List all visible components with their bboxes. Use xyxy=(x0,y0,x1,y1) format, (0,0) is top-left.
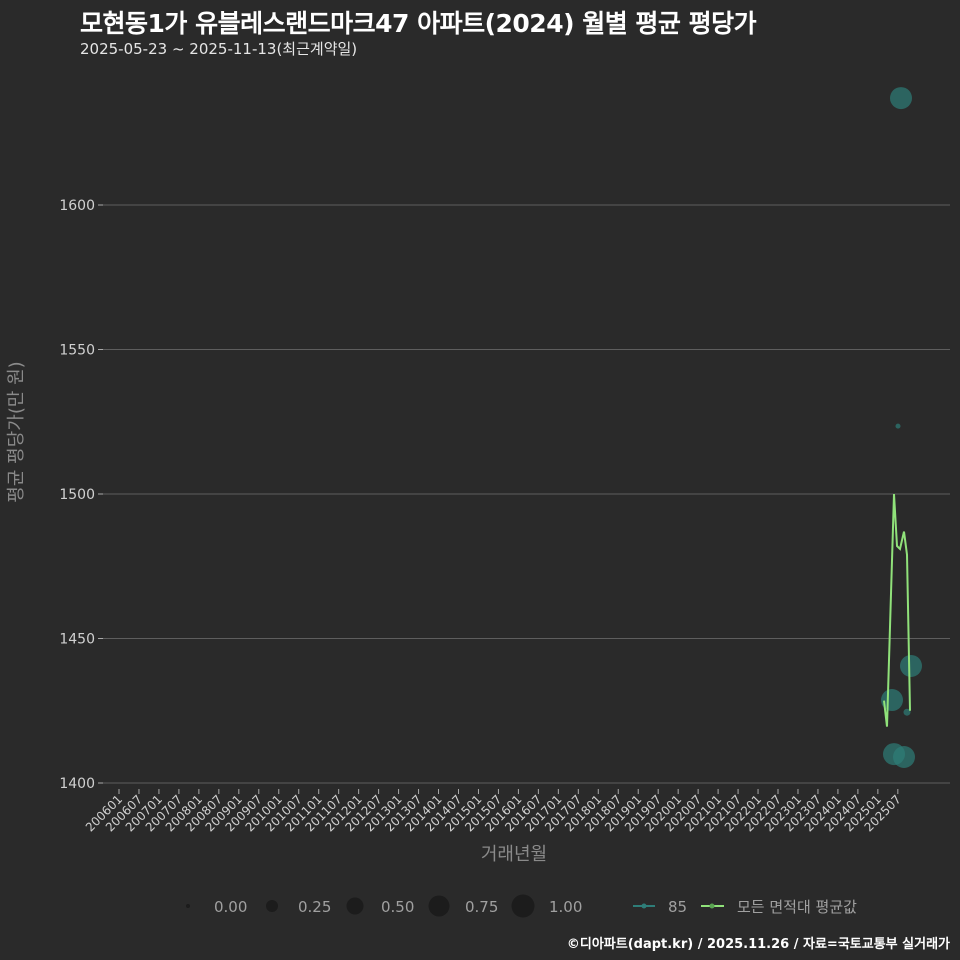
size-legend-label: 0.75 xyxy=(465,898,498,916)
size-legend-circle xyxy=(266,900,278,912)
chart-title: 모현동1가 유블레스랜드마크47 아파트(2024) 월별 평균 평당가 xyxy=(80,9,757,38)
bubble-point xyxy=(903,708,911,716)
bubble-point xyxy=(890,87,912,110)
bubble-point xyxy=(895,423,901,429)
legend-label-85: 85 xyxy=(668,898,687,916)
gridlines xyxy=(103,204,950,784)
size-legend-label: 0.00 xyxy=(214,898,247,916)
legend: 0.00 0.25 0.50 0.75 1.00 85 모든 면적대 평균값 xyxy=(186,894,857,918)
y-axis-label: 평균 평당가(만 원) xyxy=(6,361,27,502)
legend-label-average: 모든 면적대 평균값 xyxy=(737,898,857,916)
bubble-series-85 xyxy=(881,87,922,768)
x-axis-label: 거래년월 xyxy=(481,844,547,865)
size-legend-circle xyxy=(511,894,535,918)
size-legend-label: 0.50 xyxy=(381,898,414,916)
average-line xyxy=(883,493,911,727)
size-legend-circle xyxy=(428,895,450,917)
legend-key-average-dot xyxy=(709,903,715,909)
size-legend-circle xyxy=(346,897,364,915)
bubble-point xyxy=(881,689,903,712)
footer-credit: ©디아파트(dapt.kr) / 2025.11.26 / 자료=국토교통부 실… xyxy=(566,937,950,952)
size-legend-circle xyxy=(186,904,190,908)
chart-subtitle: 2025-05-23 ~ 2025-11-13(최근계약일) xyxy=(80,40,358,58)
y-tick-label: 1600 xyxy=(59,198,95,214)
legend-key-85-dot xyxy=(641,903,647,909)
bubble-point xyxy=(893,745,915,768)
bubble-point xyxy=(900,654,922,677)
y-axis: 1400 1450 1500 1550 1600 xyxy=(59,198,103,792)
line-series-average xyxy=(883,493,911,727)
y-tick-label: 1400 xyxy=(59,776,95,792)
size-legend-label: 1.00 xyxy=(549,898,582,916)
x-axis: 2006012006072007012007072008012008072009… xyxy=(83,789,904,835)
size-legend-label: 0.25 xyxy=(298,898,331,916)
y-tick-label: 1550 xyxy=(59,343,95,359)
y-tick-label: 1450 xyxy=(59,632,95,648)
y-tick-label: 1500 xyxy=(59,487,95,503)
